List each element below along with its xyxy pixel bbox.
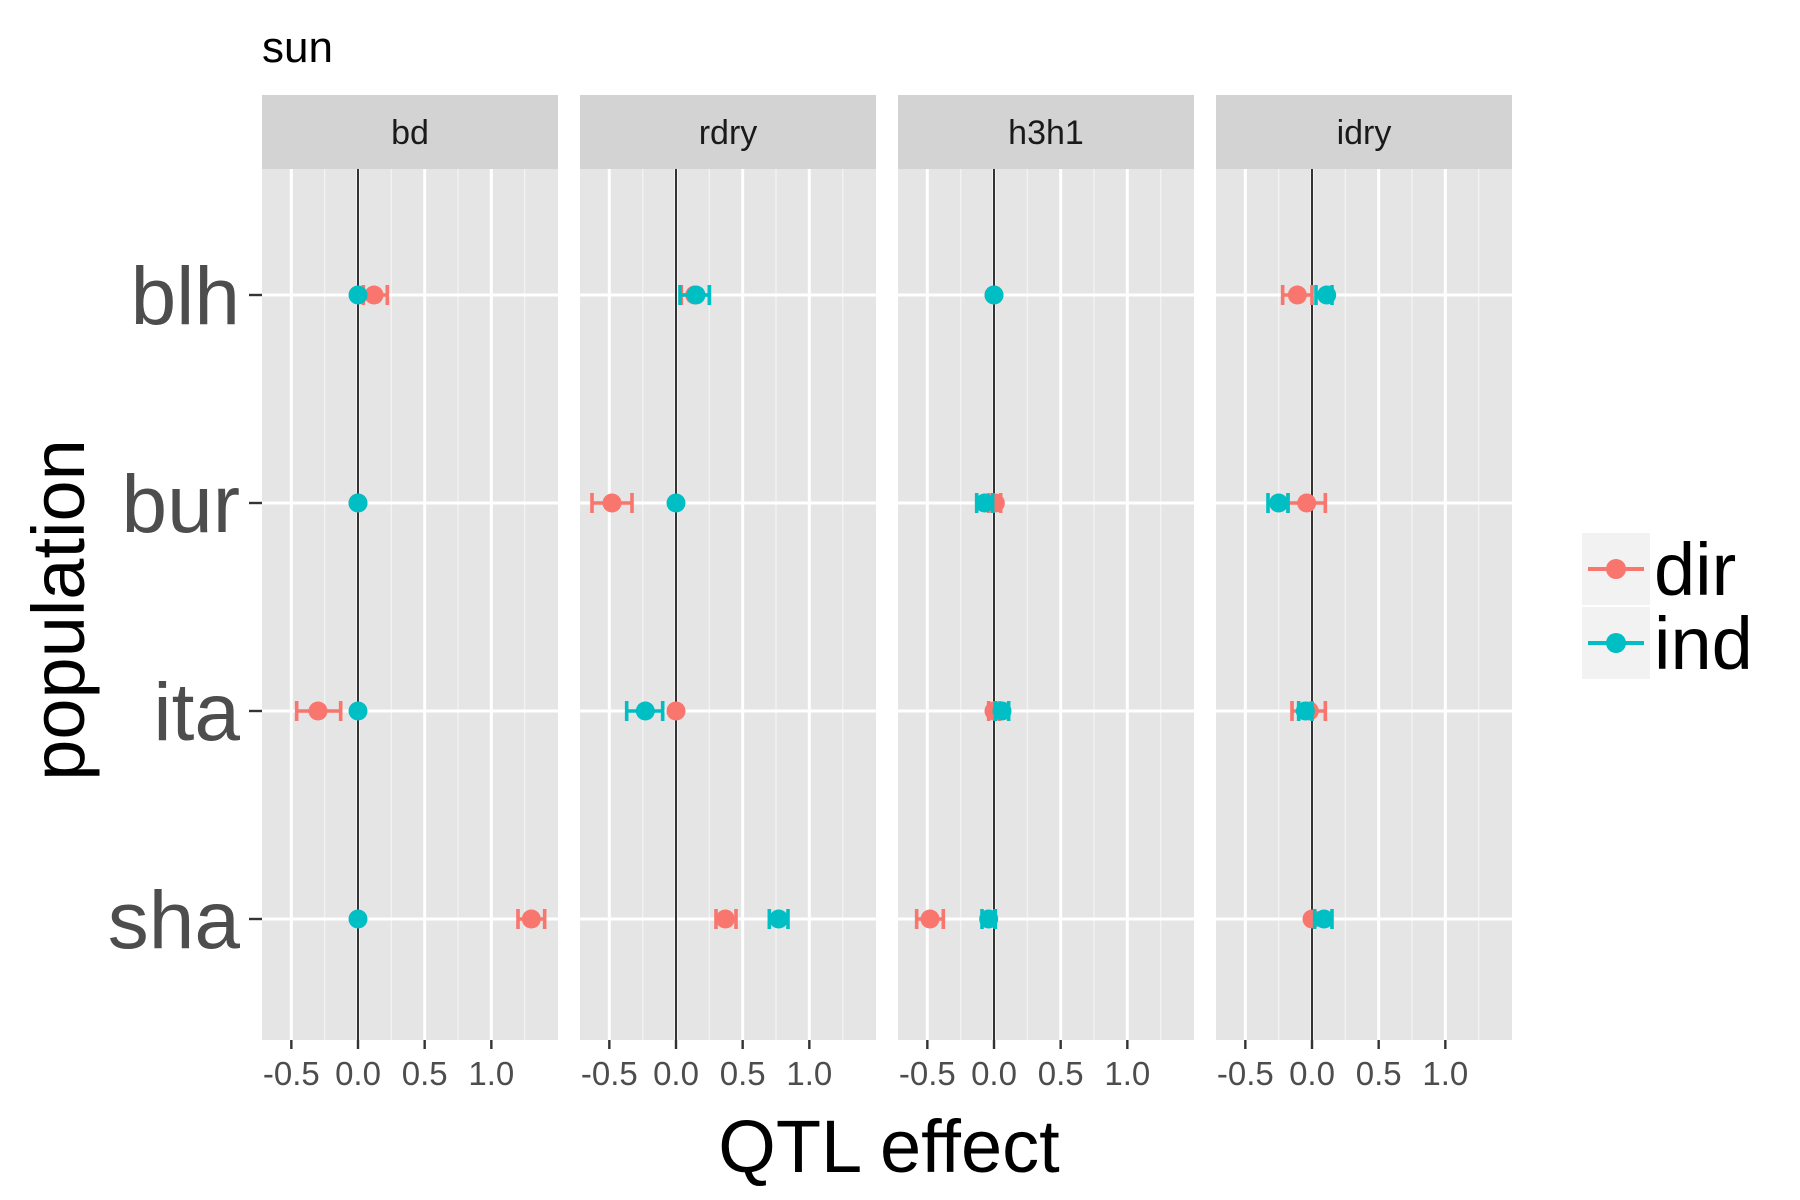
data-point-dir-bur xyxy=(590,493,634,513)
point-marker xyxy=(992,701,1012,721)
data-point-ind-bur xyxy=(666,493,686,513)
data-point-ind-bur xyxy=(348,493,368,513)
y-tick-label-sha: sha xyxy=(108,875,241,966)
facet-strip-label: h3h1 xyxy=(1008,114,1084,152)
x-tick-label: 0.5 xyxy=(402,1055,448,1092)
point-marker xyxy=(920,909,940,929)
x-tick-label: -0.5 xyxy=(1217,1055,1274,1092)
x-tick-label: -0.5 xyxy=(581,1055,638,1092)
point-marker xyxy=(975,493,995,513)
facet-strip-label: idry xyxy=(1337,114,1392,152)
data-point-dir-ita xyxy=(294,701,343,721)
data-point-ind-ita xyxy=(624,701,665,721)
data-point-ind-sha xyxy=(767,909,790,929)
data-point-ind-sha xyxy=(348,909,368,929)
point-marker xyxy=(1317,285,1337,305)
y-tick-label-ita: ita xyxy=(153,667,240,758)
x-tick-label: -0.5 xyxy=(263,1055,320,1092)
data-point-dir-sha xyxy=(516,909,547,929)
point-marker xyxy=(1314,909,1334,929)
facet-strip xyxy=(262,95,558,169)
legend-item-dir: dir xyxy=(1582,528,1736,611)
data-point-ind-sha xyxy=(979,909,999,929)
legend-key-marker xyxy=(1606,633,1626,653)
x-tick-label: -0.5 xyxy=(899,1055,956,1092)
data-point-ind-ita xyxy=(1295,701,1315,721)
data-point-ind-sha xyxy=(1312,909,1334,929)
x-tick-label: 0.0 xyxy=(1289,1055,1335,1092)
point-marker xyxy=(1297,493,1317,513)
x-tick-label: 1.0 xyxy=(1104,1055,1150,1092)
facet-rdry: rdry -0.5 0.0 0.5 1.0 xyxy=(580,95,876,1092)
facet-panel xyxy=(580,169,876,1040)
x-tick-label: 0.5 xyxy=(720,1055,766,1092)
x-tick-label: 0.5 xyxy=(1038,1055,1084,1092)
facet-strip-label: bd xyxy=(391,114,429,152)
point-marker xyxy=(308,701,328,721)
x-axis-label: QTL effect xyxy=(718,1105,1060,1188)
legend-key-marker xyxy=(1606,559,1626,579)
facet-strip xyxy=(580,95,876,169)
x-tick-label: 1.0 xyxy=(786,1055,832,1092)
data-point-dir-sha xyxy=(914,909,946,929)
chart-title: sun xyxy=(262,23,333,72)
point-marker xyxy=(979,909,999,929)
point-marker xyxy=(364,285,384,305)
legend-label: ind xyxy=(1654,602,1753,685)
point-marker xyxy=(602,493,622,513)
x-tick-label: 0.0 xyxy=(335,1055,381,1092)
x-tick-label: 1.0 xyxy=(1422,1055,1468,1092)
point-marker xyxy=(635,701,655,721)
facet-bd: bd -0.5 0.0 0.5 1.0 xyxy=(262,95,558,1092)
data-point-ind-ita xyxy=(992,701,1012,721)
facet-panel xyxy=(898,169,1194,1040)
point-marker xyxy=(715,909,735,929)
data-point-ind-ita xyxy=(348,701,368,721)
point-marker xyxy=(1269,493,1289,513)
point-marker xyxy=(1287,285,1307,305)
x-tick-label: 1.0 xyxy=(468,1055,514,1092)
point-marker xyxy=(666,701,686,721)
point-marker xyxy=(348,285,368,305)
point-marker xyxy=(1295,701,1315,721)
facet-h3h1: h3h1 -0.5 0.0 0.5 1.0 xyxy=(898,95,1194,1092)
x-tick-label: 0.5 xyxy=(1356,1055,1402,1092)
x-tick-label: 0.0 xyxy=(971,1055,1017,1092)
data-point-dir-ita xyxy=(666,701,686,721)
y-tick-label-blh: blh xyxy=(131,251,240,342)
y-tick-label-bur: bur xyxy=(121,459,240,550)
data-point-ind-blh xyxy=(678,285,712,305)
y-axis: blh bur ita sha xyxy=(108,251,262,966)
facet-strip xyxy=(898,95,1194,169)
point-marker xyxy=(686,285,706,305)
data-point-ind-bur xyxy=(974,493,995,513)
data-point-dir-blh xyxy=(1280,285,1314,305)
point-marker xyxy=(666,493,686,513)
facet-strip xyxy=(1216,95,1512,169)
data-point-ind-bur xyxy=(1266,493,1290,513)
facet-strip-label: rdry xyxy=(699,114,758,152)
y-axis-label: population xyxy=(17,439,100,781)
data-point-ind-blh xyxy=(1314,285,1337,305)
point-marker xyxy=(348,701,368,721)
point-marker xyxy=(348,493,368,513)
data-point-dir-sha xyxy=(714,909,738,929)
point-marker xyxy=(984,285,1004,305)
facet-panel xyxy=(1216,169,1512,1040)
facet-panel xyxy=(262,169,558,1040)
data-point-ind-blh xyxy=(984,285,1004,305)
facet-idry: idry -0.5 0.0 0.5 1.0 xyxy=(1216,95,1512,1092)
point-marker xyxy=(348,909,368,929)
point-marker xyxy=(521,909,541,929)
data-point-ind-blh xyxy=(348,285,368,305)
x-tick-label: 0.0 xyxy=(653,1055,699,1092)
point-marker xyxy=(769,909,789,929)
legend-label: dir xyxy=(1654,528,1736,611)
legend-item-ind: ind xyxy=(1582,602,1753,685)
facets-layer: bd -0.5 0.0 0.5 1.0 rdry -0.5 0.0 0.5 1.0 h3h1 -0.5… xyxy=(108,95,1512,1092)
